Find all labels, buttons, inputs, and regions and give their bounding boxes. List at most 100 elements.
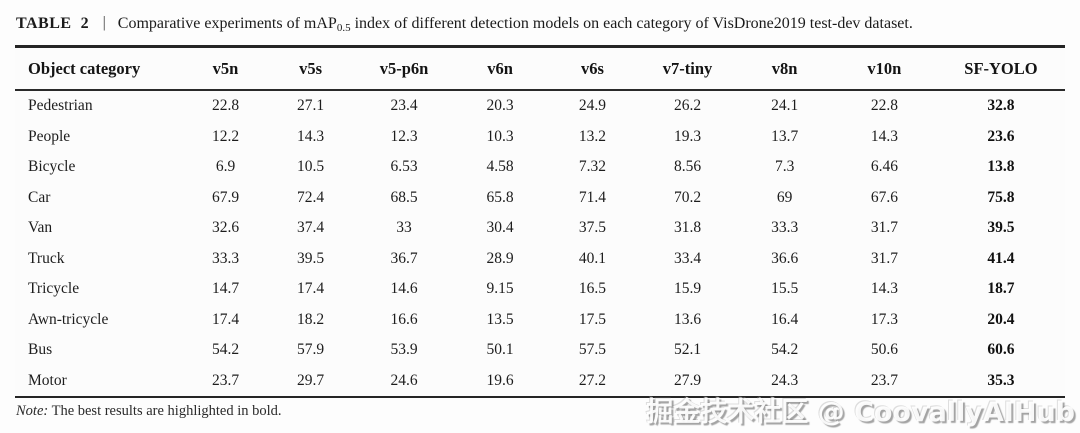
caption-separator-bar: | <box>102 14 106 31</box>
value-cell: 50.6 <box>870 341 898 359</box>
value-cell: 33.3 <box>771 219 799 237</box>
value-cell: 75.8 <box>987 188 1015 206</box>
value-cell: 17.4 <box>211 310 240 328</box>
value-cell: 22.8 <box>870 97 898 115</box>
value-cell: 14.3 <box>297 127 325 145</box>
value-cell: 41.4 <box>987 249 1015 267</box>
value-cell: 30.4 <box>486 219 514 237</box>
value-cell: 19.6 <box>486 371 514 389</box>
value-cell: 27.2 <box>578 371 607 389</box>
category-cell: Tricycle <box>28 280 80 298</box>
category-cell: Car <box>28 188 51 206</box>
value-cell: 18.2 <box>297 310 325 328</box>
value-cell: 53.9 <box>390 341 418 359</box>
table-row: Tricycle 14.7 17.4 14.6 9.15 16.5 15.9 15.5 14.3… <box>15 274 1065 305</box>
column-header: v10n <box>831 46 937 91</box>
value-cell: 17.3 <box>870 310 898 328</box>
value-cell: 17.5 <box>578 310 607 328</box>
value-cell: 4.58 <box>486 158 514 176</box>
value-cell: 39.5 <box>987 219 1015 237</box>
value-cell: 26.2 <box>673 97 702 115</box>
value-cell: 70.2 <box>673 188 702 206</box>
value-cell: 27.1 <box>297 97 325 115</box>
footnote-label: Note: <box>16 403 49 419</box>
value-cell: 14.7 <box>211 280 240 298</box>
table-row: Awn-tricycle 17.4 18.2 16.6 13.5 17.5 13.6 16.4… <box>15 305 1065 336</box>
value-cell: 12.3 <box>390 127 418 145</box>
value-cell: 16.5 <box>578 280 607 298</box>
table-row: Pedestrian 22.8 27.1 23.4 20.3 24.9 26.2 24.1 22… <box>15 90 1065 122</box>
value-cell: 13.8 <box>987 158 1015 176</box>
value-cell: 16.4 <box>771 310 799 328</box>
column-header: v6n <box>452 46 548 91</box>
value-cell: 69 <box>776 188 793 206</box>
column-header: SF-YOLO <box>936 46 1065 91</box>
value-cell: 10.3 <box>486 127 514 145</box>
value-cell: 39.5 <box>297 249 325 267</box>
value-cell: 17.4 <box>297 280 325 298</box>
value-cell: 33 <box>396 219 412 237</box>
value-cell: 6.53 <box>390 158 418 176</box>
table-caption-number: 2 <box>80 15 89 32</box>
value-cell: 22.8 <box>211 97 240 115</box>
value-cell: 54.2 <box>771 341 799 359</box>
value-cell: 13.5 <box>486 310 514 328</box>
value-cell: 15.5 <box>771 280 799 298</box>
value-cell: 32.8 <box>987 97 1015 115</box>
value-cell: 50.1 <box>486 341 514 359</box>
value-cell: 19.3 <box>673 127 702 145</box>
column-header: v8n <box>737 46 832 91</box>
value-cell: 9.15 <box>486 280 514 298</box>
category-cell: Van <box>28 219 53 237</box>
value-cell: 23.4 <box>390 97 418 115</box>
value-cell: 14.3 <box>870 280 898 298</box>
value-cell: 37.4 <box>297 219 325 237</box>
table-row: Bicycle 6.9 10.5 6.53 4.58 7.32 8.56 7.3 6.46 13.… <box>15 152 1065 183</box>
table-row: People 12.2 14.3 12.3 10.3 13.2 19.3 13.7 14.3 23… <box>15 122 1065 153</box>
value-cell: 13.7 <box>771 127 799 145</box>
value-cell: 23.7 <box>211 371 240 389</box>
value-cell: 28.9 <box>486 249 514 267</box>
value-cell: 27.9 <box>673 371 702 389</box>
value-cell: 13.2 <box>578 127 607 145</box>
value-cell: 6.9 <box>215 158 236 176</box>
table-caption-label: TABLE <box>16 15 72 32</box>
value-cell: 37.5 <box>578 219 607 237</box>
value-cell: 57.5 <box>578 341 607 359</box>
column-header: v5-p6n <box>355 46 453 91</box>
value-cell: 20.4 <box>987 310 1015 328</box>
value-cell: 6.46 <box>870 158 898 176</box>
value-cell: 31.7 <box>870 219 898 237</box>
category-cell: Bicycle <box>28 158 76 176</box>
column-header: v7-tiny <box>637 46 738 91</box>
column-header-category: Object category <box>15 46 186 91</box>
value-cell: 29.7 <box>297 371 325 389</box>
value-cell: 14.6 <box>390 280 418 298</box>
value-cell: 71.4 <box>578 188 607 206</box>
value-cell: 15.9 <box>673 280 702 298</box>
table-header-row: Object category v5n v5s v5-p6n v6n v6s v7-tiny… <box>15 46 1065 91</box>
column-header: v5n <box>185 46 266 91</box>
value-cell: 67.6 <box>870 188 898 206</box>
value-cell: 72.4 <box>297 188 325 206</box>
table-row: Bus 54.2 57.9 53.9 50.1 57.5 52.1 54.2 50.6 60.6 <box>15 335 1065 366</box>
map-subscript: 0.5 <box>336 22 351 34</box>
value-cell: 23.6 <box>987 127 1015 145</box>
value-cell: 7.32 <box>578 158 607 176</box>
value-cell: 24.1 <box>771 97 799 115</box>
value-cell: 40.1 <box>578 249 607 267</box>
value-cell: 24.9 <box>578 97 607 115</box>
category-cell: Truck <box>28 249 65 267</box>
table-body: Pedestrian 22.8 27.1 23.4 20.3 24.9 26.2 24.1 22… <box>15 90 1065 397</box>
table-row: Truck 33.3 39.5 36.7 28.9 40.1 33.4 36.6 31.7 41.… <box>15 244 1065 275</box>
value-cell: 24.6 <box>390 371 418 389</box>
category-cell: Motor <box>28 371 67 389</box>
value-cell: 12.2 <box>211 127 240 145</box>
table-caption-text: Comparative experiments of mAP0.5 index … <box>117 15 913 34</box>
category-cell: Bus <box>28 341 53 359</box>
value-cell: 24.3 <box>771 371 799 389</box>
value-cell: 65.8 <box>486 188 514 206</box>
value-cell: 52.1 <box>673 341 702 359</box>
table-footnote: Note: The best results are highlighted i… <box>16 403 282 420</box>
value-cell: 7.3 <box>774 158 795 176</box>
